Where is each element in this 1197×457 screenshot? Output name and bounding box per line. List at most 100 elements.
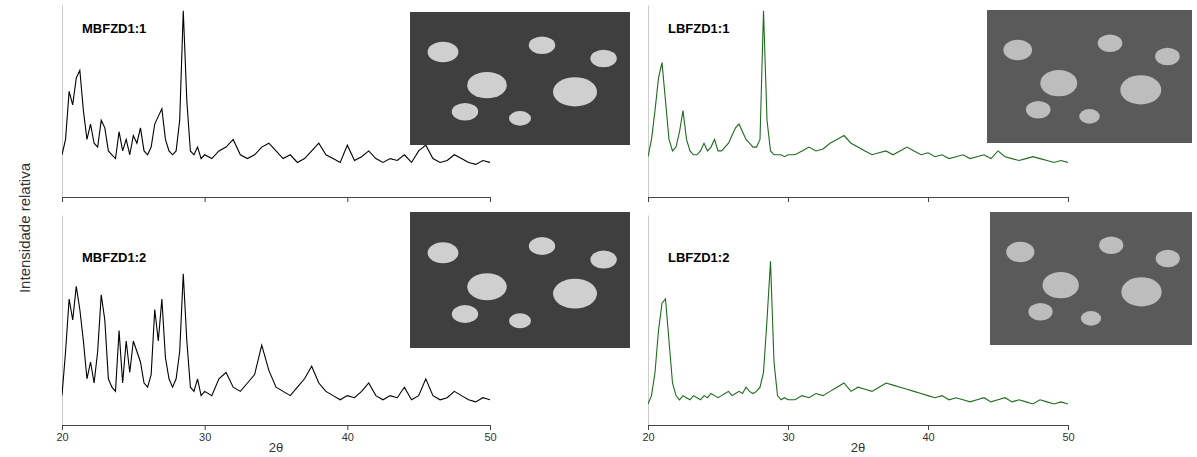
sem-particle xyxy=(1121,277,1161,306)
x-tick-mark xyxy=(62,197,63,202)
sem-image xyxy=(410,212,630,348)
sem-image-background xyxy=(987,10,1192,143)
x-tick-mark xyxy=(347,197,348,202)
panel: LBFZD1:1 xyxy=(648,6,1192,203)
x-tick: 50 xyxy=(484,425,496,443)
x-tick: 50 xyxy=(1062,425,1074,443)
sem-particle xyxy=(452,305,478,323)
panel: MBFZD1:1 xyxy=(62,6,630,203)
sem-image xyxy=(990,212,1192,345)
y-axis-line xyxy=(648,216,649,426)
x-axis-title: 2θ xyxy=(269,440,283,455)
y-axis xyxy=(648,6,649,198)
x-tick-mark xyxy=(928,197,929,202)
x-tick-mark xyxy=(788,425,789,430)
x-tick-mark xyxy=(648,425,649,430)
sem-particle xyxy=(509,313,531,328)
x-tick: 20 xyxy=(642,425,654,443)
panel-title: MBFZD1:1 xyxy=(82,21,146,36)
x-tick-mark xyxy=(648,197,649,202)
y-axis xyxy=(648,216,649,426)
x-tick xyxy=(490,197,491,202)
y-axis-line xyxy=(648,6,649,198)
x-tick-label: 30 xyxy=(199,431,211,443)
sem-particle xyxy=(1028,303,1052,321)
x-tick-mark xyxy=(928,425,929,430)
x-tick-label: 50 xyxy=(484,431,496,443)
x-axis xyxy=(649,197,1069,202)
sem-particle xyxy=(1006,242,1034,262)
sem-particle xyxy=(1120,75,1161,104)
sem-particle xyxy=(529,36,555,54)
sem-particle xyxy=(467,273,507,300)
x-tick-label: 50 xyxy=(1062,431,1074,443)
x-tick-mark xyxy=(490,425,491,430)
x-tick-mark xyxy=(205,425,206,430)
y-axis-line xyxy=(62,6,63,198)
sem-particle xyxy=(1043,272,1079,298)
sem-image xyxy=(987,10,1192,143)
x-tick xyxy=(1068,197,1069,202)
sem-particle xyxy=(1026,101,1051,119)
x-tick-mark xyxy=(1068,197,1069,202)
x-tick-mark xyxy=(490,197,491,202)
sem-particle xyxy=(1156,250,1180,268)
x-tick: 40 xyxy=(922,425,934,443)
sem-particle xyxy=(1079,109,1100,124)
sem-particle xyxy=(1040,70,1077,96)
x-axis-line xyxy=(649,426,1069,431)
sem-particle xyxy=(452,103,478,121)
x-tick: 40 xyxy=(342,425,354,443)
x-tick-mark xyxy=(1068,425,1069,430)
x-tick-label: 20 xyxy=(642,431,654,443)
sem-particle xyxy=(1081,311,1101,326)
sem-particle xyxy=(467,72,507,98)
y-axis xyxy=(62,6,63,198)
x-axis-line xyxy=(63,426,491,431)
x-axis-line xyxy=(649,198,1069,203)
sem-image-background xyxy=(410,12,630,145)
sem-particle xyxy=(1098,34,1123,52)
x-tick-label: 30 xyxy=(782,431,794,443)
x-tick xyxy=(648,197,649,202)
panel-title: LBFZD1:2 xyxy=(668,250,729,265)
x-axis-line xyxy=(63,198,491,203)
sem-image xyxy=(410,12,630,145)
panel: 20 30 40 50 2θ MBFZD1:2 xyxy=(56,212,630,455)
x-axis-title: 2θ xyxy=(851,440,865,455)
x-tick: 30 xyxy=(199,425,211,443)
sem-particle xyxy=(590,50,616,68)
x-tick xyxy=(62,197,63,202)
sem-particle xyxy=(590,251,616,269)
x-tick-mark xyxy=(205,197,206,202)
x-tick: 20 xyxy=(56,425,68,443)
x-tick xyxy=(205,197,206,202)
sem-particle xyxy=(1099,236,1123,254)
panel-title: MBFZD1:2 xyxy=(82,250,146,265)
x-tick-label: 40 xyxy=(342,431,354,443)
figure: Intensidade relativa MBFZD1:1 20 30 40 50 2θ MB… xyxy=(0,0,1197,457)
x-tick xyxy=(788,197,789,202)
y-axis-title: Intensidade relativa xyxy=(16,162,33,293)
x-tick-mark xyxy=(347,425,348,430)
x-tick xyxy=(928,197,929,202)
sem-image-background xyxy=(990,212,1192,345)
sem-particle xyxy=(1155,48,1180,66)
panel-title: LBFZD1:1 xyxy=(668,21,729,36)
sem-particle xyxy=(428,242,459,263)
sem-particle xyxy=(553,77,597,106)
x-tick-mark xyxy=(62,425,63,430)
panel: 20 30 40 50 2θ LBFZD1:2 xyxy=(642,212,1192,455)
x-tick-mark xyxy=(788,197,789,202)
x-tick xyxy=(347,197,348,202)
sem-particle xyxy=(1003,40,1032,60)
sem-particle xyxy=(529,237,555,255)
x-tick-label: 20 xyxy=(56,431,68,443)
x-tick-label: 40 xyxy=(922,431,934,443)
sem-particle xyxy=(428,42,459,62)
x-axis xyxy=(63,197,491,202)
sem-particle xyxy=(509,111,531,126)
sem-image-background xyxy=(410,212,630,348)
sem-particle xyxy=(553,279,597,309)
x-tick: 30 xyxy=(782,425,794,443)
